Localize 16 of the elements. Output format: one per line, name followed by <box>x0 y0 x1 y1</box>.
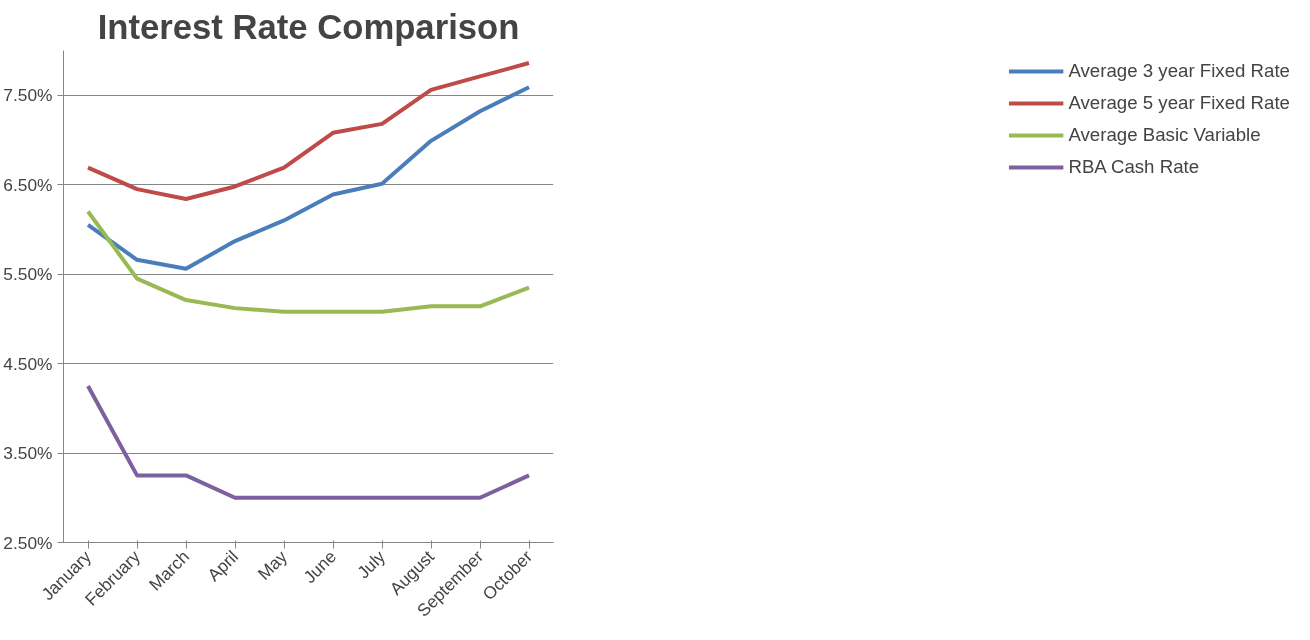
line-series <box>86 61 531 201</box>
x-tick-label: May <box>253 546 292 584</box>
y-tick-label: 5.50% <box>3 264 53 285</box>
x-tick-label: July <box>353 546 390 583</box>
legend-label: Average 3 year Fixed Rate <box>1068 60 1290 82</box>
legend-label: RBA Cash Rate <box>1068 156 1200 178</box>
y-tick-label: 6.50% <box>3 174 53 195</box>
line-series <box>86 85 531 271</box>
chart-title: Interest Rate Comparison <box>97 7 520 46</box>
y-tick-label: 4.50% <box>3 353 53 374</box>
y-tick-label: 2.50% <box>3 532 53 553</box>
line-series <box>86 209 531 314</box>
y-tick-label: 7.50% <box>3 85 53 106</box>
y-tick-label: 3.50% <box>3 443 53 464</box>
legend-label: Average 5 year Fixed Rate <box>1068 92 1290 114</box>
legend-label: Average Basic Variable <box>1068 124 1261 146</box>
